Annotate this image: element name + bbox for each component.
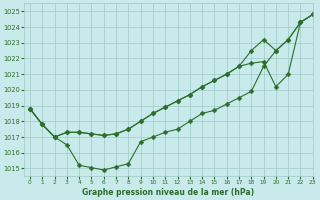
- X-axis label: Graphe pression niveau de la mer (hPa): Graphe pression niveau de la mer (hPa): [82, 188, 254, 197]
